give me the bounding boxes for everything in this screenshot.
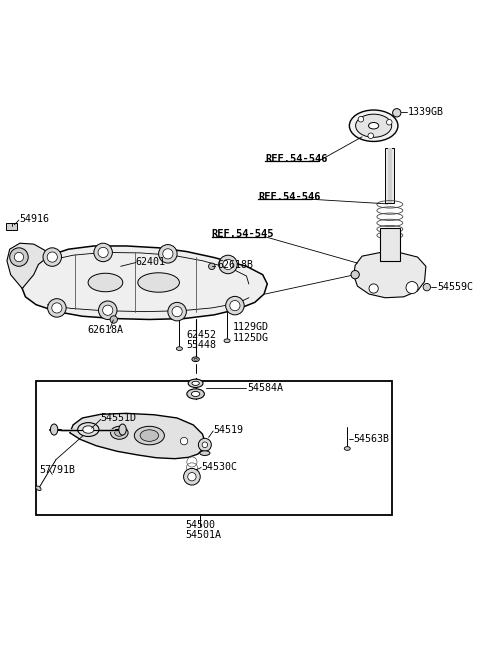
- Text: REF.54-546: REF.54-546: [265, 154, 327, 164]
- Ellipse shape: [134, 426, 164, 445]
- Circle shape: [47, 252, 57, 262]
- Circle shape: [10, 248, 28, 266]
- Ellipse shape: [192, 381, 199, 385]
- Circle shape: [386, 120, 392, 125]
- Circle shape: [351, 270, 360, 279]
- Polygon shape: [354, 253, 426, 298]
- Bar: [385, 148, 395, 203]
- Text: 54563B: 54563B: [354, 434, 390, 444]
- Circle shape: [226, 296, 244, 315]
- Ellipse shape: [344, 447, 350, 450]
- Ellipse shape: [110, 426, 128, 439]
- Ellipse shape: [78, 422, 99, 436]
- Ellipse shape: [187, 389, 204, 399]
- Circle shape: [14, 253, 24, 262]
- Text: 1125DG: 1125DG: [233, 333, 269, 343]
- Text: 54551D: 54551D: [101, 413, 137, 423]
- Ellipse shape: [36, 486, 41, 491]
- Text: 1129GD: 1129GD: [233, 322, 269, 333]
- Circle shape: [52, 303, 62, 313]
- Bar: [380, 229, 400, 261]
- Ellipse shape: [194, 358, 197, 360]
- Circle shape: [43, 248, 61, 266]
- Text: REF.54-545: REF.54-545: [212, 229, 274, 240]
- Ellipse shape: [138, 273, 180, 292]
- Ellipse shape: [200, 451, 210, 456]
- Polygon shape: [70, 413, 205, 459]
- Circle shape: [198, 438, 211, 451]
- Circle shape: [223, 259, 233, 270]
- Circle shape: [110, 316, 118, 323]
- Text: 62401: 62401: [135, 256, 166, 267]
- Circle shape: [208, 263, 215, 270]
- Circle shape: [103, 305, 113, 315]
- Circle shape: [368, 133, 373, 139]
- Circle shape: [94, 243, 112, 262]
- Polygon shape: [22, 246, 267, 320]
- Circle shape: [98, 247, 108, 258]
- Circle shape: [230, 301, 240, 311]
- Ellipse shape: [192, 357, 199, 361]
- Ellipse shape: [119, 424, 126, 435]
- Text: 62452: 62452: [186, 330, 216, 340]
- Circle shape: [172, 307, 182, 317]
- Circle shape: [158, 245, 177, 263]
- Bar: [36, 381, 392, 515]
- Circle shape: [423, 283, 431, 291]
- Text: 55448: 55448: [186, 340, 216, 350]
- Ellipse shape: [192, 391, 200, 396]
- Text: 62618B: 62618B: [217, 260, 253, 270]
- Text: 54584A: 54584A: [247, 383, 283, 393]
- Ellipse shape: [356, 114, 392, 137]
- Circle shape: [202, 442, 208, 448]
- Circle shape: [163, 249, 173, 259]
- Circle shape: [369, 284, 378, 293]
- Circle shape: [358, 117, 364, 122]
- Ellipse shape: [50, 424, 58, 435]
- Ellipse shape: [349, 110, 398, 141]
- Text: REF.54-546: REF.54-546: [258, 192, 321, 202]
- Bar: [387, 148, 392, 203]
- Ellipse shape: [188, 379, 203, 387]
- Text: 54501A: 54501A: [185, 529, 221, 540]
- Text: 54559C: 54559C: [437, 282, 473, 292]
- Ellipse shape: [369, 122, 379, 129]
- Text: 54530C: 54530C: [202, 462, 238, 471]
- Circle shape: [406, 282, 418, 294]
- Circle shape: [219, 255, 237, 273]
- Ellipse shape: [140, 430, 158, 441]
- Circle shape: [168, 302, 186, 321]
- Text: 62618A: 62618A: [87, 325, 123, 335]
- Circle shape: [98, 301, 117, 320]
- Ellipse shape: [224, 339, 230, 342]
- Circle shape: [393, 109, 401, 117]
- Ellipse shape: [177, 347, 182, 350]
- Circle shape: [48, 299, 66, 317]
- Ellipse shape: [88, 273, 123, 292]
- Circle shape: [183, 468, 200, 485]
- Text: 54916: 54916: [19, 214, 49, 224]
- Polygon shape: [7, 243, 48, 288]
- Text: 54500: 54500: [185, 520, 216, 531]
- Text: 57791B: 57791B: [39, 465, 75, 475]
- Circle shape: [188, 473, 196, 481]
- Ellipse shape: [83, 426, 94, 434]
- Text: 1339GB: 1339GB: [408, 107, 444, 117]
- Ellipse shape: [115, 429, 124, 436]
- Bar: [6, 223, 17, 230]
- Text: 54519: 54519: [213, 425, 243, 435]
- Circle shape: [180, 437, 188, 445]
